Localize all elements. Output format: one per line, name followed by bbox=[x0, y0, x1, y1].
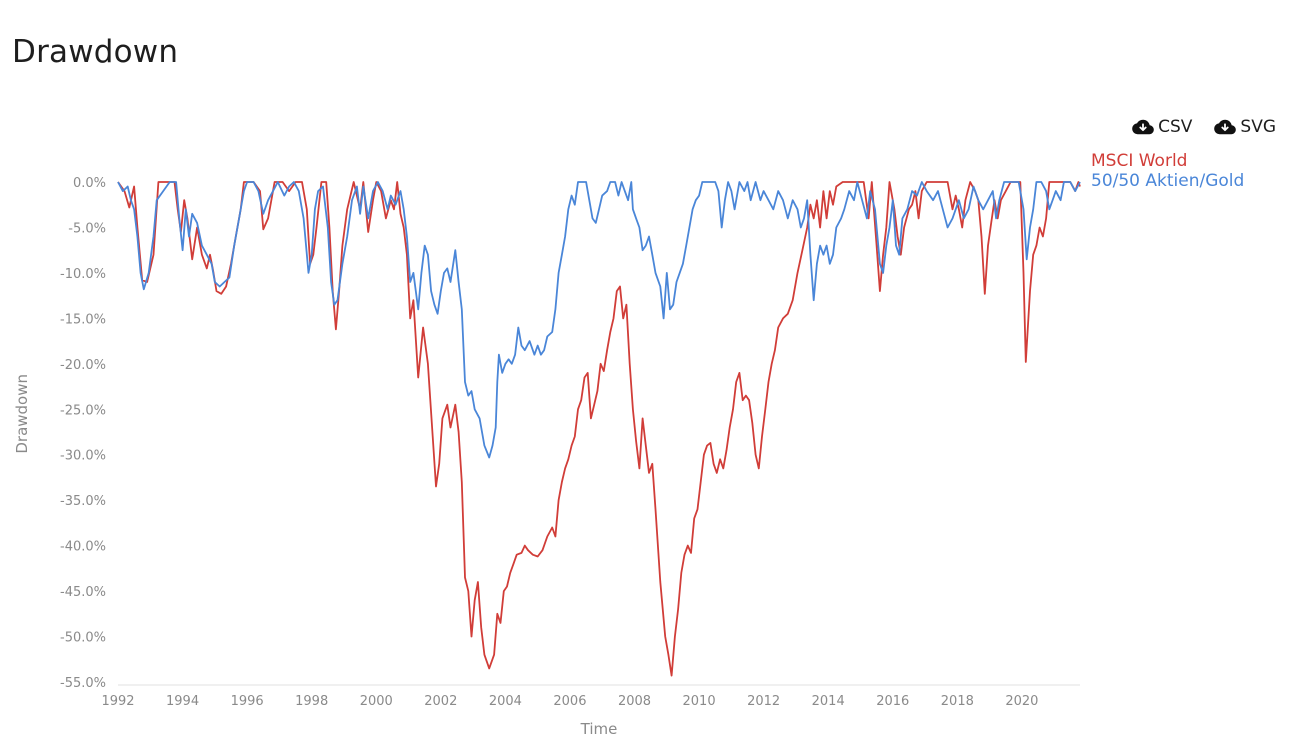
x-tick-label: 1998 bbox=[295, 694, 328, 709]
y-tick-label: -55.0% bbox=[60, 676, 106, 691]
x-tick-label: 2006 bbox=[553, 694, 586, 709]
download-csv-button[interactable]: CSV bbox=[1132, 117, 1192, 137]
y-tick-label: -15.0% bbox=[60, 312, 106, 327]
download-svg-button[interactable]: SVG bbox=[1214, 117, 1276, 137]
download-csv-label: CSV bbox=[1158, 117, 1193, 137]
x-tick-label: 2010 bbox=[683, 694, 716, 709]
y-tick-label: -45.0% bbox=[60, 585, 106, 600]
y-tick-label: -30.0% bbox=[60, 449, 106, 464]
x-tick-label: 1996 bbox=[231, 694, 264, 709]
y-tick-label: -10.0% bbox=[60, 267, 106, 282]
cloud-download-icon bbox=[1214, 119, 1237, 135]
legend-item-msci-world[interactable]: MSCI World bbox=[1091, 151, 1188, 171]
y-tick-label: -50.0% bbox=[60, 631, 106, 646]
series-line-aktien-gold[interactable] bbox=[117, 181, 1081, 459]
download-toolbar: CSV SVG bbox=[1132, 117, 1276, 137]
x-tick-label: 2000 bbox=[360, 694, 393, 709]
legend-item-aktien-gold[interactable]: 50/50 Aktien/Gold bbox=[1091, 171, 1245, 191]
x-axis: 1992 1994 1996 1998 2000 2002 2004 2006 2008 2010… bbox=[101, 694, 1038, 709]
cloud-download-icon bbox=[1132, 119, 1154, 135]
x-tick-label: 2016 bbox=[876, 694, 909, 709]
download-svg-label: SVG bbox=[1240, 117, 1276, 137]
y-tick-label: -25.0% bbox=[60, 403, 106, 418]
y-tick-label: 0.0% bbox=[73, 176, 106, 191]
x-tick-label: 2008 bbox=[618, 694, 651, 709]
x-tick-label: 2004 bbox=[489, 694, 522, 709]
y-tick-label: -20.0% bbox=[60, 358, 106, 373]
x-tick-label: 2012 bbox=[747, 694, 780, 709]
y-axis-label: Drawdown bbox=[13, 374, 31, 454]
y-tick-label: -5.0% bbox=[68, 221, 106, 236]
page-title: Drawdown bbox=[12, 34, 179, 70]
x-tick-label: 2020 bbox=[1005, 694, 1038, 709]
series-lines bbox=[117, 181, 1081, 677]
y-tick-label: -35.0% bbox=[60, 494, 106, 509]
y-tick-label: -40.0% bbox=[60, 540, 106, 555]
x-tick-label: 1994 bbox=[166, 694, 199, 709]
chart-legend: MSCI World 50/50 Aktien/Gold bbox=[1091, 151, 1244, 191]
x-tick-label: 2014 bbox=[812, 694, 845, 709]
x-axis-label: Time bbox=[580, 720, 618, 738]
series-line-msci-world[interactable] bbox=[117, 181, 1081, 677]
x-tick-label: 2002 bbox=[424, 694, 457, 709]
x-tick-label: 1992 bbox=[101, 694, 134, 709]
x-tick-label: 2018 bbox=[941, 694, 974, 709]
y-axis: 0.0% -5.0% -10.0% -15.0% -20.0% -25.0% -30.0% -… bbox=[60, 176, 106, 691]
